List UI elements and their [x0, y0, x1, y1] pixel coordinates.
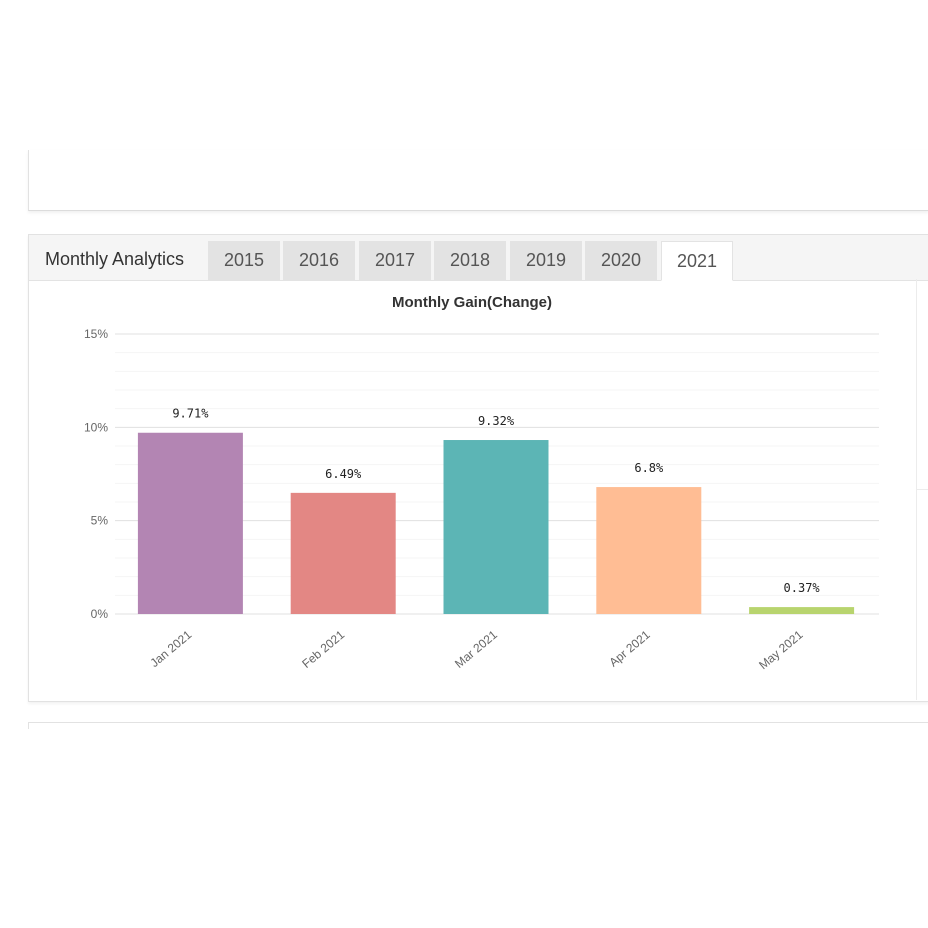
data-label: 6.8% — [634, 461, 664, 475]
bar — [749, 607, 855, 614]
y-tick-label: 10% — [84, 420, 108, 434]
x-tick-label: Feb 2021 — [299, 627, 347, 671]
x-tick-label: Jan 2021 — [147, 627, 194, 670]
bar — [137, 432, 243, 614]
previous-card-edge — [28, 150, 928, 211]
data-label: 9.32% — [478, 414, 515, 428]
tab-bar: Monthly Analytics 2015 2016 2017 2018 20… — [29, 235, 928, 281]
y-axis: 0% 5% 10% 15% — [84, 327, 108, 621]
tab-2020[interactable]: 2020 — [585, 241, 657, 280]
panel-title: Monthly Analytics — [45, 249, 185, 269]
y-tick-label: 15% — [84, 327, 108, 341]
data-label: 0.37% — [784, 581, 821, 595]
tab-2019[interactable]: 2019 — [510, 241, 582, 280]
tab-2018[interactable]: 2018 — [434, 241, 506, 280]
side-panel-divider-tick — [916, 489, 928, 490]
y-tick-label: 5% — [91, 514, 109, 528]
chart-title: Monthly Gain(Change) — [392, 294, 552, 311]
bar — [290, 492, 396, 614]
bar — [443, 440, 549, 614]
next-card-edge — [28, 722, 928, 729]
data-labels: 9.71% 6.49% 9.32% 6.8% 0.37% — [172, 407, 820, 595]
x-tick-label: Apr 2021 — [606, 627, 653, 669]
x-axis: Jan 2021 Feb 2021 Mar 2021 Apr 2021 May 2021 — [147, 627, 805, 672]
x-tick-label: Mar 2021 — [452, 627, 500, 671]
x-tick-label: May 2021 — [756, 627, 806, 672]
tab-2017[interactable]: 2017 — [359, 241, 431, 280]
tab-2016[interactable]: 2016 — [283, 241, 355, 280]
data-label: 6.49% — [325, 467, 362, 481]
y-tick-label: 0% — [91, 607, 109, 621]
tab-2021[interactable]: 2021 — [661, 241, 733, 281]
tab-2015[interactable]: 2015 — [208, 241, 280, 280]
bar — [596, 487, 702, 614]
data-label: 9.71% — [172, 407, 209, 421]
bar-series — [137, 432, 855, 614]
